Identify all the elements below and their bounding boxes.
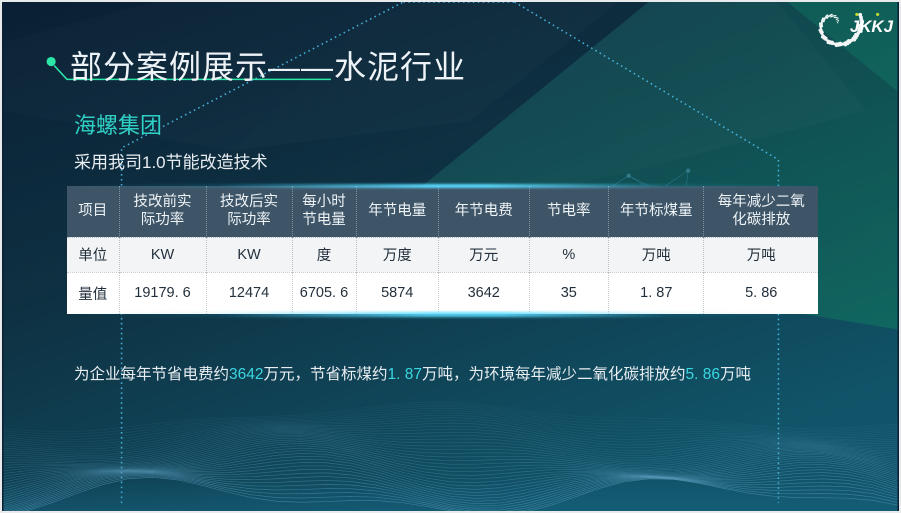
svg-text:JKKJ: JKKJ [850,17,894,36]
